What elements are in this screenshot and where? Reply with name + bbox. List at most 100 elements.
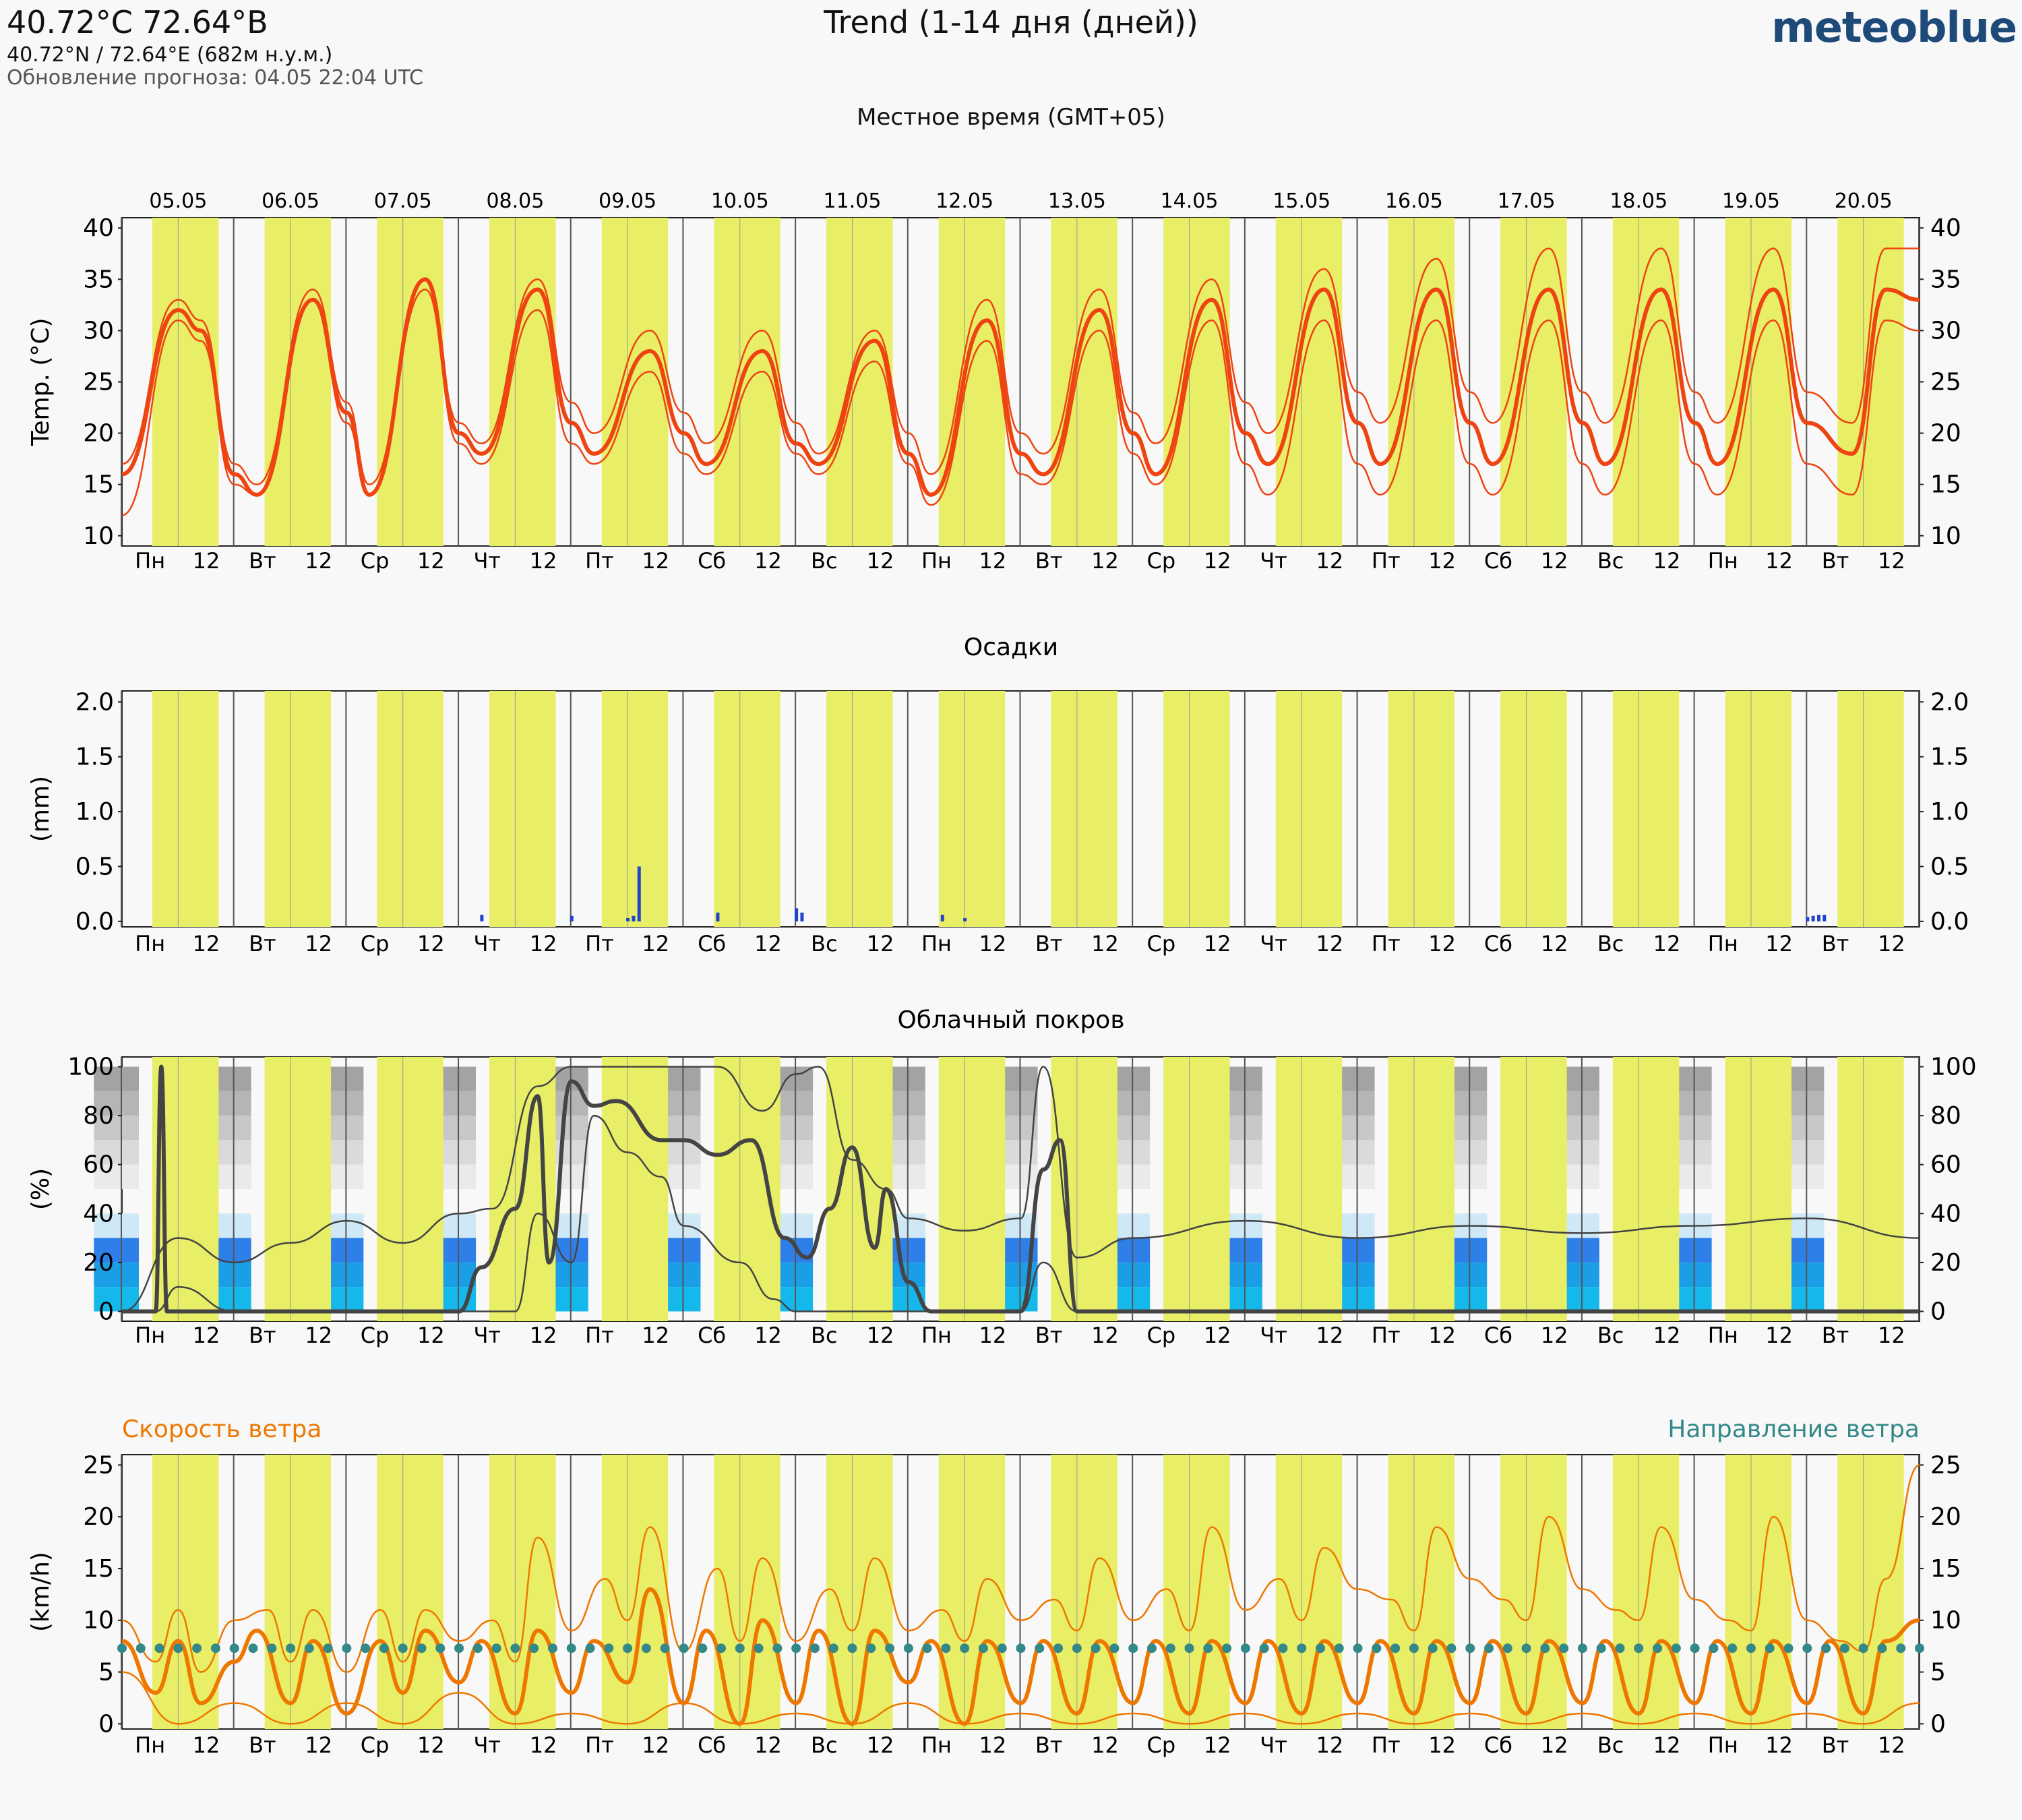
daylight-band (1612, 218, 1680, 546)
noon-label: 12 (417, 1732, 445, 1758)
wind-direction-marker (1165, 1643, 1175, 1654)
y-tick-label: 1.5 (1930, 744, 1969, 771)
daylight-band (601, 1057, 669, 1321)
precipitation-bar (795, 908, 799, 921)
day-label: Ср (1147, 1732, 1176, 1758)
panel-title: Облачный покров (897, 1006, 1124, 1034)
wind-direction-marker (1109, 1643, 1120, 1654)
wind-direction-marker (1484, 1643, 1494, 1654)
wind-direction-marker (623, 1643, 633, 1654)
date-label: 14.05 (1161, 189, 1219, 213)
wind-direction-marker (1053, 1643, 1064, 1654)
date-label: 16.05 (1385, 189, 1443, 213)
day-label: Сб (698, 548, 726, 574)
date-label: 19.05 (1722, 189, 1780, 213)
high-cloud-band (94, 1140, 140, 1165)
daylight-band (377, 218, 443, 546)
noon-label: 12 (1204, 548, 1231, 574)
noon-label: 12 (417, 931, 445, 957)
noon-label: 12 (1878, 1732, 1905, 1758)
meteoblue-logo[interactable]: meteoblue (1771, 3, 2017, 52)
wind-direction-marker (286, 1643, 296, 1654)
daylight-band (1725, 691, 1791, 927)
noon-label: 12 (193, 931, 220, 957)
wind-direction-marker (1559, 1643, 1569, 1654)
y-tick-label: 40 (1930, 1200, 1961, 1227)
wind-direction-marker (866, 1643, 876, 1654)
wind-direction-marker (1839, 1643, 1849, 1654)
wind-direction-marker (1577, 1643, 1587, 1654)
y-tick-label: 20 (1930, 1503, 1961, 1531)
y-tick-label: 1.0 (1930, 798, 1969, 826)
day-label: Сб (1484, 1732, 1512, 1758)
wind-direction-marker (1802, 1643, 1812, 1654)
wind-direction-marker (1372, 1643, 1382, 1654)
day-label: Вт (249, 1323, 276, 1348)
wind-direction-marker (1502, 1643, 1512, 1654)
wind-direction-marker (1446, 1643, 1457, 1654)
wind-direction-marker (361, 1643, 371, 1654)
wind-direction-marker (1727, 1643, 1738, 1654)
wind-direction-marker (1671, 1643, 1681, 1654)
precipitation-bar (800, 912, 804, 921)
wind-direction-marker (885, 1643, 895, 1654)
wind-direction-marker (1297, 1643, 1307, 1654)
wind-direction-marker (1746, 1643, 1756, 1654)
noon-label: 12 (754, 1323, 782, 1348)
daylight-band (1051, 218, 1117, 546)
noon-label: 12 (1541, 548, 1568, 574)
date-label: 15.05 (1273, 189, 1330, 213)
daylight-band (264, 218, 332, 546)
wind-direction-marker (1858, 1643, 1868, 1654)
day-label: Пн (135, 1732, 165, 1758)
y-tick-label: 30 (83, 317, 114, 344)
y-tick-label: 20 (83, 420, 114, 448)
day-label: Пт (1372, 1323, 1401, 1348)
noon-label: 12 (1428, 931, 1456, 957)
main-series-line (121, 1064, 1920, 1314)
noon-label: 12 (1204, 1732, 1231, 1758)
date-label: 18.05 (1610, 189, 1667, 213)
daylight-band (1612, 1057, 1680, 1321)
daylight-band (1388, 1057, 1454, 1321)
wind-direction-marker (754, 1643, 764, 1654)
noon-label: 12 (1878, 931, 1905, 957)
wind-direction-marker (1409, 1643, 1419, 1654)
daylight-band (152, 691, 219, 927)
temperature-panel: 10 10 15 15 20 20 25 25 30 30 35 35 40 40 Temp. (°C) Пн… (27, 214, 1961, 574)
y-tick-label: 15 (1930, 1555, 1961, 1583)
noon-label: 12 (193, 548, 220, 574)
day-label: Вт (249, 931, 276, 957)
day-label: Пн (135, 1323, 165, 1348)
wind-direction-marker (1072, 1643, 1082, 1654)
wind-direction-marker (491, 1643, 501, 1654)
day-label: Пн (921, 1732, 952, 1758)
day-label: Вс (811, 1323, 838, 1348)
day-label: Чт (1260, 931, 1287, 957)
wind-direction-marker (997, 1643, 1007, 1654)
wind-direction-marker (547, 1643, 557, 1654)
precipitation-panel: 0.0 0.0 0.5 0.5 1.0 1.0 1.5 1.5 2.0 2.0 (mm) Осадки… (27, 634, 1969, 957)
wind-direction-marker (1783, 1643, 1794, 1654)
wind-direction-marker (1316, 1643, 1325, 1654)
daylight-band (1725, 218, 1791, 546)
date-label: 07.05 (374, 189, 432, 213)
wind-direction-marker (978, 1643, 988, 1654)
wind-direction-marker (735, 1643, 745, 1654)
noon-label: 12 (1428, 548, 1456, 574)
daylight-band (1275, 218, 1343, 546)
wind-direction-marker (379, 1643, 389, 1654)
wind-direction-marker (660, 1643, 670, 1654)
wind-direction-marker (435, 1643, 446, 1654)
precipitation-bar (1816, 915, 1820, 921)
wind-direction-legend: Направление ветра (1667, 1416, 1920, 1443)
wind-direction-marker (604, 1643, 614, 1654)
date-label: 17.05 (1498, 189, 1556, 213)
daylight-band (489, 691, 556, 927)
day-label: Ср (1147, 931, 1176, 957)
wind-direction-marker (847, 1643, 857, 1654)
day-label: Пн (135, 931, 165, 957)
low-cloud-band (94, 1262, 140, 1287)
daylight-band (1837, 691, 1904, 927)
precipitation-bar (626, 917, 630, 921)
